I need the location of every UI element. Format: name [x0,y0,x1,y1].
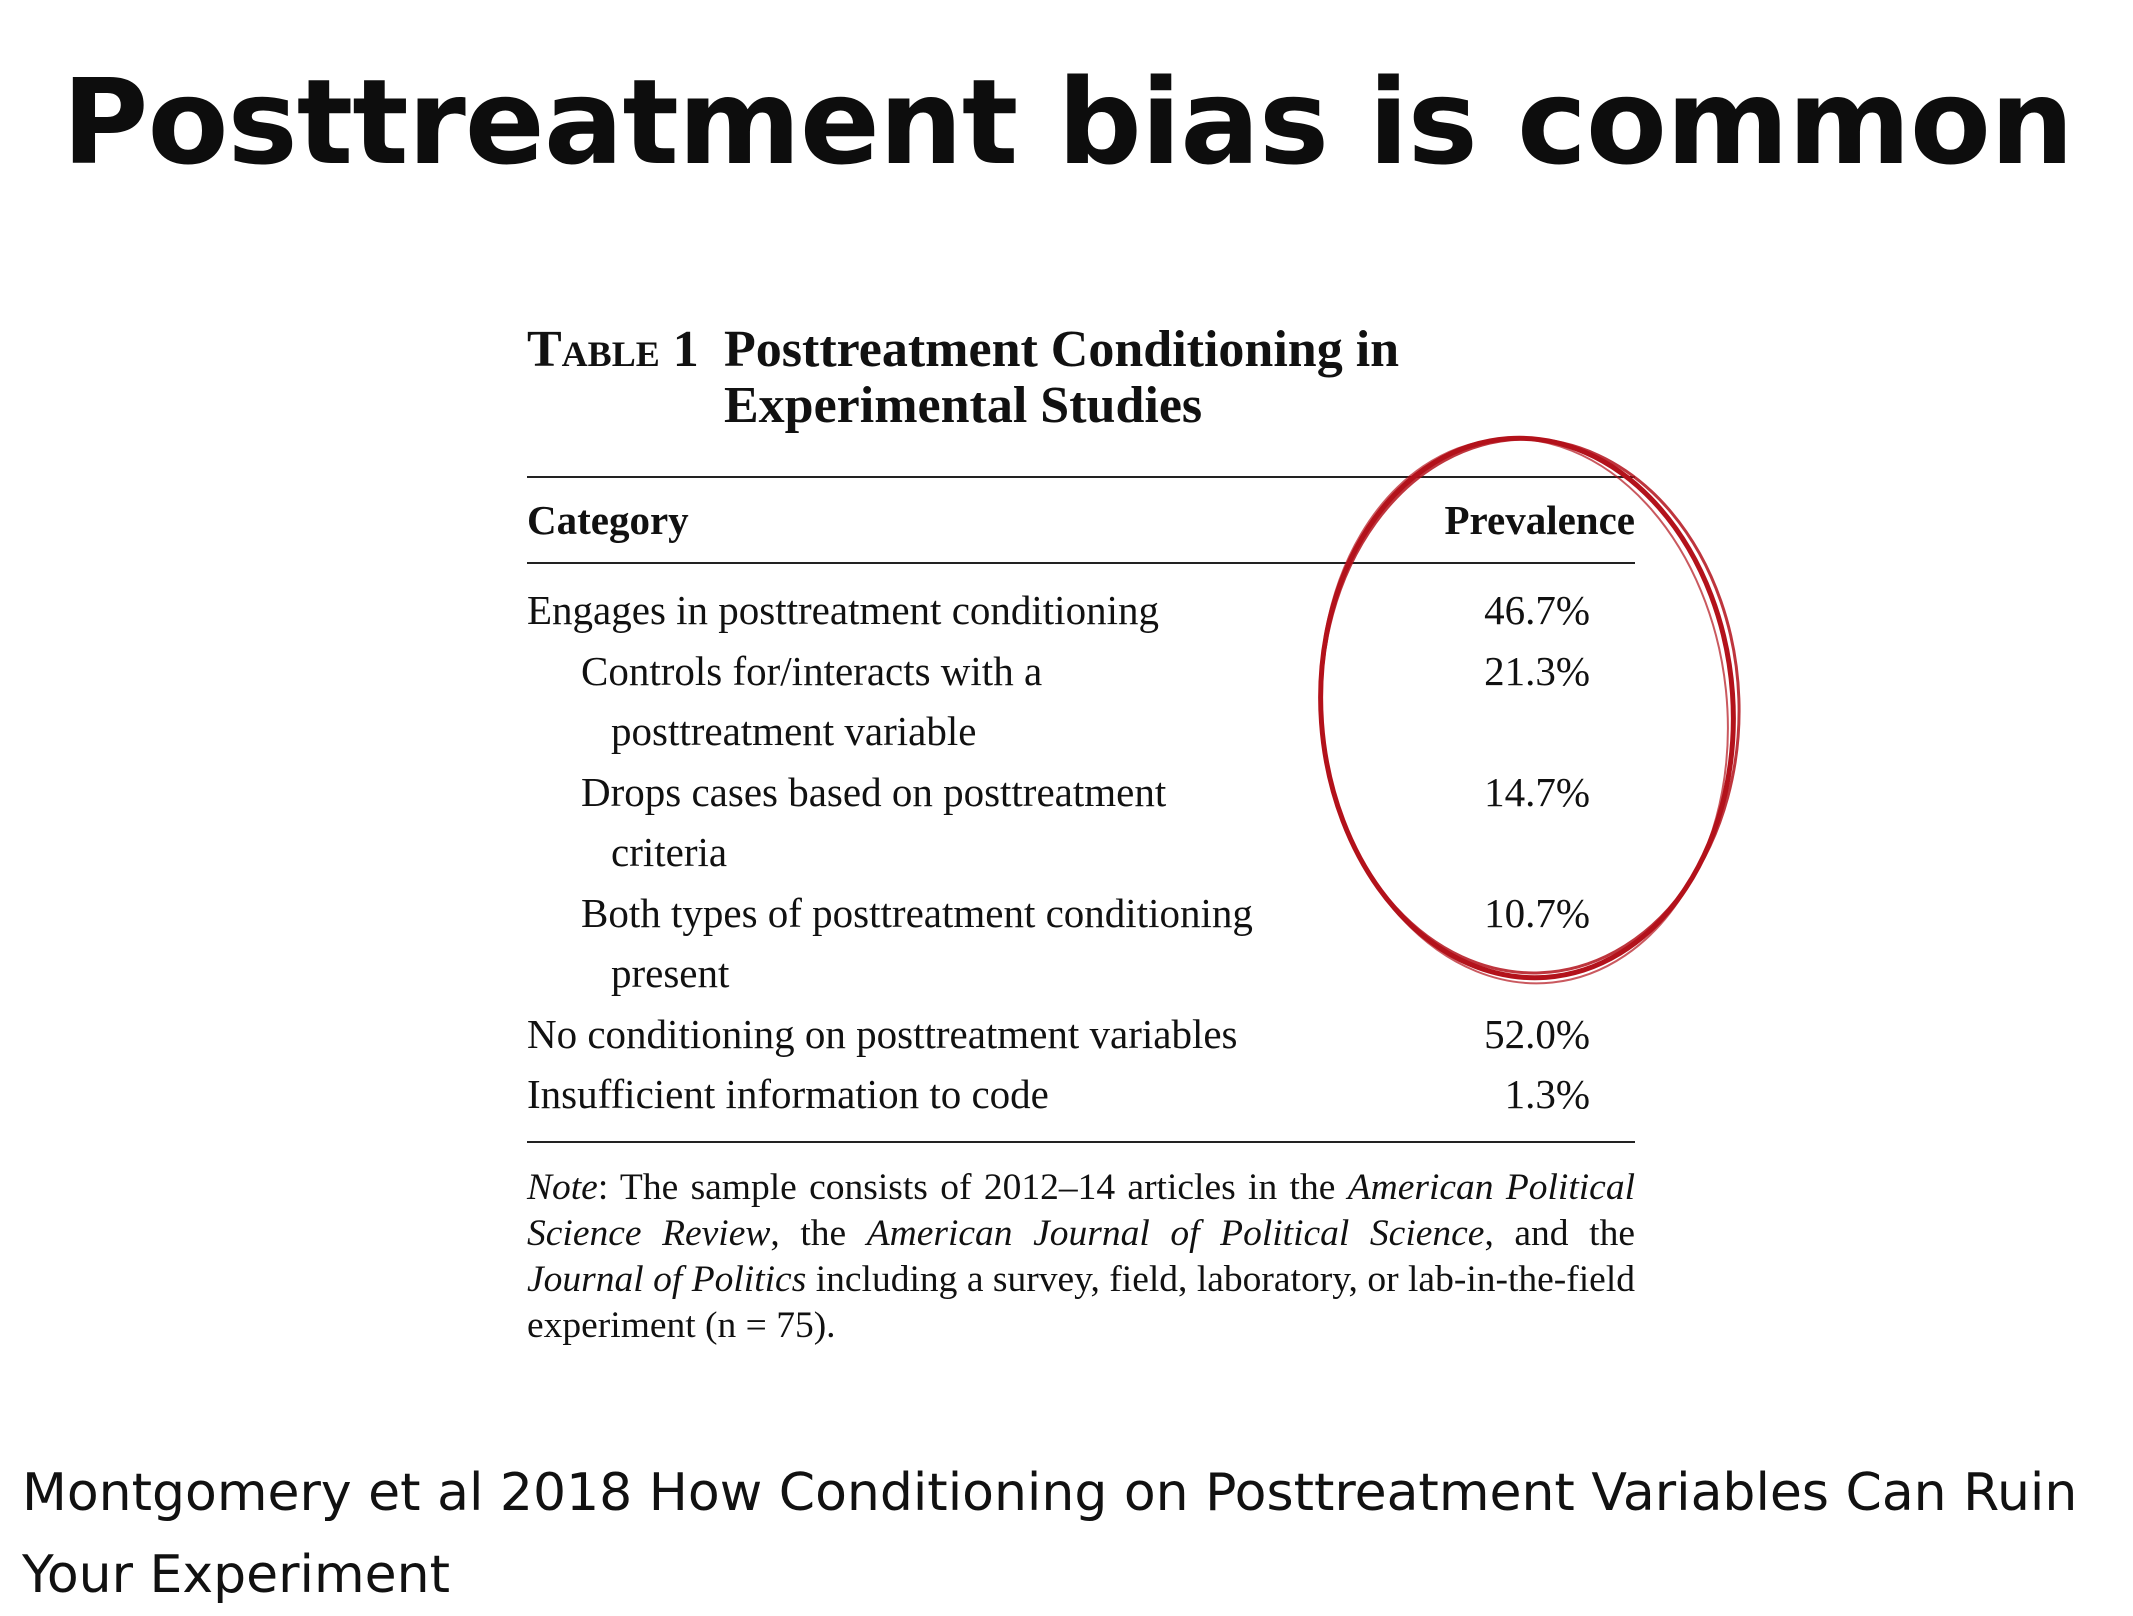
table-note: Note: The sample consists of 2012–14 art… [527,1166,1635,1346]
journal-name: Journal of Politics [527,1258,807,1300]
table-row: Engages in posttreatment conditioning 46… [527,580,1635,641]
table-row: Controls for/interacts with a posttreatm… [527,641,1635,762]
table-caption: Table 1 Posttreatment Conditioning in Ex… [527,322,1635,434]
table-top-rule [527,476,1635,478]
row-category: No conditioning on posttreatment variabl… [527,1010,1238,1057]
table-figure: Table 1 Posttreatment Conditioning in Ex… [527,322,1635,1386]
row-category: Insufficient information to code [527,1071,1049,1117]
row-category-continuation: present [611,950,730,996]
table-header-row: Category Prevalence [527,478,1635,562]
row-category-continuation: posttreatment variable [611,708,977,754]
source-citation: Montgomery et al 2018 How Conditioning o… [22,1463,2078,1605]
table-row: Insufficient information to code 1.3% [527,1064,1635,1125]
column-header-category: Category [527,497,689,543]
row-category-continuation: criteria [611,829,728,875]
row-category: Controls for/interacts with a posttreatm… [527,641,1042,762]
row-prevalence: 1.3% [1504,1071,1590,1117]
journal-name: American Journal of Political Science [866,1212,1485,1254]
row-prevalence: 14.7% [1484,768,1590,815]
table-header-rule [527,562,1635,564]
table-label: Table 1 [527,321,699,378]
row-prevalence: 46.7% [1484,587,1590,633]
row-prevalence: 52.0% [1484,1010,1590,1057]
row-prevalence: 10.7% [1484,889,1590,936]
row-category: Drops cases based on posttreatment crite… [527,762,1166,883]
table-row: Drops cases based on posttreatment crite… [527,762,1635,883]
table-body: Engages in posttreatment conditioning 46… [527,564,1635,1141]
table-title: Posttreatment Conditioning in Experiment… [724,321,1400,434]
table-row: Both types of posttreatment conditioning… [527,883,1635,1004]
row-category: Engages in posttreatment conditioning [527,587,1159,633]
table-bottom-rule [527,1140,1635,1143]
note-label: Note [527,1166,598,1208]
row-category: Both types of posttreatment conditioning… [527,883,1253,1004]
column-header-prevalence: Prevalence [1444,497,1636,543]
slide-title: Posttreatment bias is common [62,53,2074,191]
table-row: No conditioning on posttreatment variabl… [527,1004,1635,1065]
row-prevalence: 21.3% [1484,647,1590,694]
journal-name: American Political Science Review [527,1166,1635,1254]
